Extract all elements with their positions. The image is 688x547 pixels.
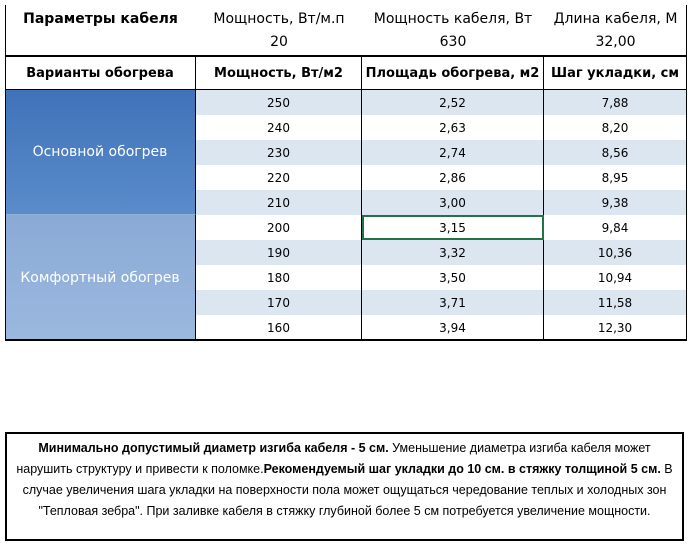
- group-label: Основной обогрев: [5, 90, 196, 215]
- divider: [5, 55, 687, 57]
- table-cell: 240: [196, 115, 362, 140]
- column-header: Шаг укладки, см: [544, 57, 687, 90]
- table-cell: 3,71: [362, 290, 544, 315]
- divider: [5, 89, 687, 90]
- table-cell: 2,86: [362, 165, 544, 190]
- param-value: 20: [270, 33, 288, 50]
- table-cell: 210: [196, 190, 362, 215]
- table-cell: 3,15: [362, 215, 544, 240]
- table-cell: 160: [196, 315, 362, 340]
- params-title: Параметры кабеля: [23, 10, 178, 27]
- table-cell: 230: [196, 140, 362, 165]
- table-cell: 190: [196, 240, 362, 265]
- param-label: Мощность, Вт/м.п: [213, 10, 345, 27]
- param-value: 32,00: [595, 33, 636, 50]
- group-label: Комфортный обогрев: [5, 215, 196, 340]
- param-label: Мощность кабеля, Вт: [373, 10, 533, 27]
- table-cell: 220: [196, 165, 362, 190]
- table-cell: 180: [196, 265, 362, 290]
- table-cell: 250: [196, 90, 362, 115]
- table-cell: 12,30: [544, 315, 687, 340]
- table-cell: 8,56: [544, 140, 687, 165]
- note-text: Минимально допустимый диаметр изгиба каб…: [38, 441, 389, 455]
- table-cell: 3,94: [362, 315, 544, 340]
- table-cell: 2,63: [362, 115, 544, 140]
- table-cell: 170: [196, 290, 362, 315]
- table-cell: 200: [196, 215, 362, 240]
- param-value: 630: [439, 33, 467, 50]
- param-label: Длина кабеля, М: [553, 10, 678, 27]
- table-cell: 10,94: [544, 265, 687, 290]
- table-cell: 3,32: [362, 240, 544, 265]
- table-cell: 8,95: [544, 165, 687, 190]
- note-text: Уменьшение диаметра изгиба кабеля может …: [16, 441, 651, 476]
- note-text: В случае увеличения шага укладки на пове…: [22, 462, 673, 518]
- note-text: Рекомендуемый шаг укладки до 10 см. в ст…: [263, 462, 661, 476]
- column-header: Площадь обогрева, м2: [362, 57, 544, 90]
- note: Минимально допустимый диаметр изгиба каб…: [5, 432, 684, 541]
- table-cell: 2,52: [362, 90, 544, 115]
- table-cell: 9,84: [544, 215, 687, 240]
- table-cell: 9,38: [544, 190, 687, 215]
- table-cell: 8,20: [544, 115, 687, 140]
- column-header: Варианты обогрева: [5, 57, 196, 90]
- table-cell: 3,50: [362, 265, 544, 290]
- table-cell: 7,88: [544, 90, 687, 115]
- column-header: Мощность, Вт/м2: [196, 57, 362, 90]
- table-cell: 10,36: [544, 240, 687, 265]
- table-cell: 2,74: [362, 140, 544, 165]
- table-cell: 11,58: [544, 290, 687, 315]
- table-cell: 3,00: [362, 190, 544, 215]
